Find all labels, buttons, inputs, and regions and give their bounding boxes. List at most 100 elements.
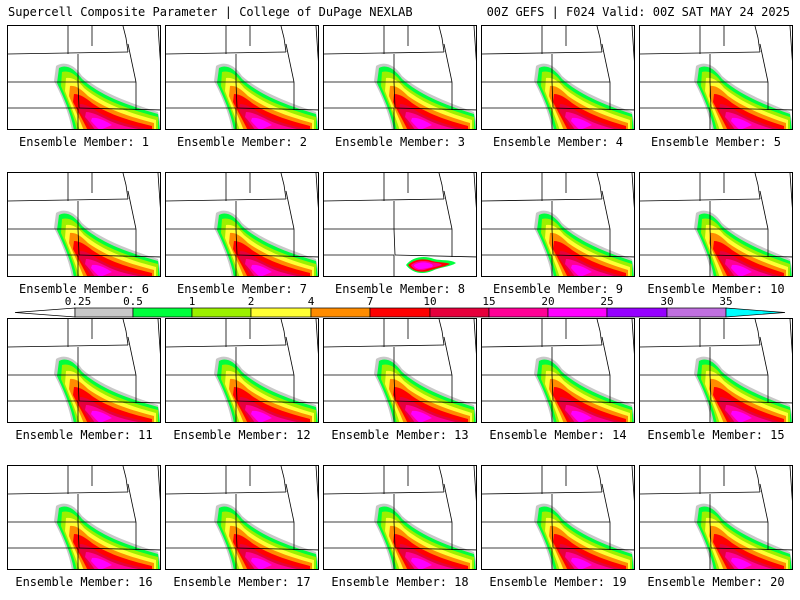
state-border <box>640 491 761 495</box>
state-border <box>166 491 287 495</box>
scp-map <box>640 466 792 569</box>
state-border <box>324 344 445 348</box>
state-border <box>482 51 603 55</box>
map-panel-member-14 <box>481 318 635 423</box>
scp-map <box>324 466 476 569</box>
state-border <box>789 319 792 355</box>
map-panel-member-9 <box>481 172 635 277</box>
member-label-prefix: Ensemble Member: <box>176 282 293 296</box>
state-border <box>710 107 792 111</box>
scp-contour-fill <box>251 117 272 129</box>
member-label-prefix: Ensemble Member: <box>18 135 135 149</box>
colorbar-right-arrow <box>725 307 786 318</box>
member-label-13: Ensemble Member: 13 <box>321 428 479 442</box>
state-border <box>127 483 137 523</box>
state-border <box>640 198 761 202</box>
state-border <box>8 491 129 495</box>
member-label-3: Ensemble Member: 3 <box>321 135 479 149</box>
map-panel-member-20 <box>639 465 793 570</box>
state-border <box>754 319 761 346</box>
member-label-prefix: Ensemble Member: <box>489 575 605 589</box>
state-border <box>759 336 769 376</box>
colorbar-tick-label: 10 <box>423 295 436 308</box>
scp-map <box>166 319 318 422</box>
state-border <box>640 344 761 348</box>
state-border <box>394 107 476 111</box>
colorbar-tick-label: 7 <box>367 295 374 308</box>
state-border <box>710 547 792 551</box>
colorbar-tick-label: 1 <box>189 295 196 308</box>
member-label-19: Ensemble Member: 19 <box>479 575 637 589</box>
scp-contour-fill <box>411 557 432 569</box>
colorbar-segment <box>547 307 608 318</box>
scp-contour-fill <box>571 264 592 276</box>
member-number: 8 <box>450 282 466 296</box>
state-border <box>482 491 603 495</box>
state-border <box>285 336 295 376</box>
member-number: 12 <box>288 428 311 442</box>
state-border <box>127 336 137 376</box>
map-panel-member-7 <box>165 172 319 277</box>
scp-map <box>166 26 318 129</box>
state-border <box>601 190 611 230</box>
scp-map <box>166 466 318 569</box>
state-border <box>166 344 287 348</box>
state-border <box>482 344 603 348</box>
scp-map <box>324 173 476 276</box>
member-number: 2 <box>292 135 308 149</box>
state-border <box>127 190 137 230</box>
state-border <box>280 319 287 346</box>
map-panel-member-5 <box>639 25 793 130</box>
member-label-17: Ensemble Member: 17 <box>163 575 321 589</box>
state-border <box>157 173 160 209</box>
member-label-prefix: Ensemble Member: <box>173 575 289 589</box>
member-number: 14 <box>604 428 627 442</box>
member-number: 4 <box>608 135 624 149</box>
state-border <box>236 547 318 551</box>
state-border <box>157 466 160 502</box>
state-border <box>324 51 445 55</box>
colorbar-segment <box>132 307 193 318</box>
colorbar-segment <box>488 307 549 318</box>
member-label-prefix: Ensemble Member: <box>647 282 763 296</box>
state-border <box>122 466 129 493</box>
state-border <box>443 190 453 230</box>
colorbar-segment <box>74 307 134 318</box>
state-border <box>285 483 295 523</box>
state-border <box>236 107 318 111</box>
state-border <box>315 26 318 62</box>
scp-map <box>640 173 792 276</box>
state-border <box>8 344 129 348</box>
scp-contour-fill <box>731 264 752 276</box>
scp-map <box>640 319 792 422</box>
colorbar-tick-label: 25 <box>600 295 613 308</box>
state-border <box>473 466 476 502</box>
colorbar-tick-label: 15 <box>482 295 495 308</box>
state-border <box>710 254 792 258</box>
state-border <box>315 319 318 355</box>
map-panel-member-11 <box>7 318 161 423</box>
member-label-prefix: Ensemble Member: <box>15 428 131 442</box>
scp-map <box>166 173 318 276</box>
state-border <box>789 173 792 209</box>
state-border <box>759 43 769 83</box>
colorbar-left-arrow <box>14 307 76 318</box>
map-panel-member-18 <box>323 465 477 570</box>
state-border <box>443 483 453 523</box>
state-border <box>473 26 476 62</box>
state-border <box>754 26 761 53</box>
state-border <box>166 51 287 55</box>
member-number: 18 <box>446 575 469 589</box>
map-panel-member-12 <box>165 318 319 423</box>
member-label-prefix: Ensemble Member: <box>647 428 763 442</box>
colorbar-segment <box>250 307 312 318</box>
member-label-prefix: Ensemble Member: <box>492 282 609 296</box>
colorbar-tick-label: 35 <box>719 295 732 308</box>
member-label-prefix: Ensemble Member: <box>647 575 763 589</box>
scp-contour-fill <box>91 117 112 129</box>
state-border <box>285 190 295 230</box>
state-border <box>394 254 476 258</box>
scp-contour-fill <box>414 262 433 269</box>
state-border <box>443 336 453 376</box>
scp-contour-fill <box>571 117 592 129</box>
